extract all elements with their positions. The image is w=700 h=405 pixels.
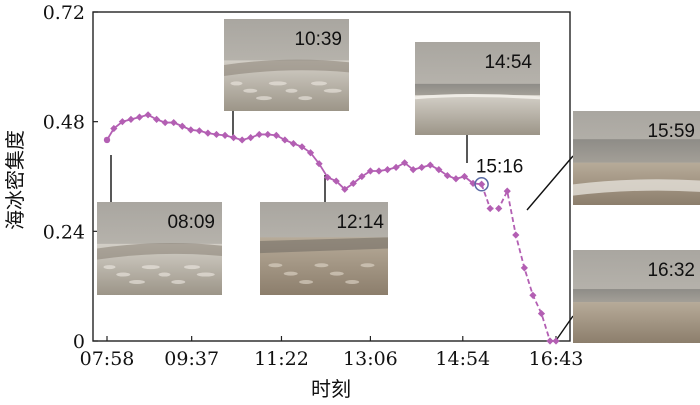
data-point bbox=[495, 204, 503, 213]
data-point bbox=[306, 149, 315, 157]
data-point bbox=[170, 118, 178, 127]
photo-inset: 08:09 bbox=[97, 202, 222, 295]
data-point bbox=[110, 124, 118, 133]
axes bbox=[92, 11, 571, 342]
data-point bbox=[435, 166, 443, 174]
data-point bbox=[341, 185, 349, 193]
data-point bbox=[281, 136, 289, 144]
x-tick-label: 09:37 bbox=[164, 348, 219, 370]
data-point bbox=[315, 160, 323, 168]
annotation-leader-line bbox=[526, 155, 574, 211]
data-point bbox=[552, 337, 560, 345]
data-point bbox=[426, 161, 434, 169]
data-point bbox=[324, 173, 332, 182]
data-point bbox=[469, 179, 477, 187]
data-point bbox=[298, 143, 306, 151]
data-point bbox=[537, 309, 546, 318]
data-point bbox=[144, 111, 152, 119]
data-point bbox=[289, 140, 298, 148]
x-tick-label: 13:06 bbox=[343, 348, 398, 370]
data-point bbox=[383, 166, 392, 174]
data-point bbox=[103, 136, 111, 144]
data-point bbox=[178, 122, 186, 130]
x-tick-label: 14:54 bbox=[435, 348, 490, 370]
data-point bbox=[460, 172, 469, 181]
photo-inset: 14:54 bbox=[414, 42, 541, 135]
data-point bbox=[229, 134, 238, 142]
data-point bbox=[452, 175, 460, 183]
data-point bbox=[118, 118, 126, 126]
data-point bbox=[153, 115, 161, 123]
series-layer bbox=[103, 111, 560, 345]
data-point bbox=[238, 136, 246, 144]
data-point bbox=[546, 337, 554, 345]
y-tick-label: 0.72 bbox=[43, 2, 85, 24]
photo-inset: 10:39 bbox=[224, 19, 349, 111]
plot-frame bbox=[92, 11, 571, 342]
data-point bbox=[409, 166, 417, 174]
data-point bbox=[503, 187, 511, 195]
photo-time-label: 08:09 bbox=[167, 212, 215, 233]
photo-inset: 16:32 bbox=[573, 250, 700, 343]
ticks: 0 0.24 0.48 0.72 07:58 09:37 11:22 13:06 14:54 16… bbox=[43, 2, 584, 370]
data-point bbox=[221, 131, 229, 139]
photo-insets: 08:09 10:39 12:14 14:54 15:16 15:59 16:32 bbox=[97, 19, 700, 343]
data-point bbox=[161, 118, 169, 127]
photo-inset: 15:59 bbox=[573, 111, 700, 205]
data-point bbox=[264, 130, 272, 139]
data-point bbox=[127, 115, 135, 123]
x-tick-label: 11:22 bbox=[254, 348, 309, 370]
data-point bbox=[520, 264, 528, 272]
x-tick-label: 07:58 bbox=[80, 348, 135, 370]
highlight-marker bbox=[474, 177, 489, 192]
data-point bbox=[195, 127, 203, 135]
y-axis-label: 海冰密集度 bbox=[3, 130, 27, 230]
data-point bbox=[247, 134, 255, 142]
x-axis-label: 时刻 bbox=[311, 377, 351, 401]
data-point bbox=[255, 130, 263, 139]
photo-time-label: 15:59 bbox=[647, 121, 695, 142]
photo-time-label: 14:54 bbox=[484, 52, 532, 73]
y-tick-label: 0.24 bbox=[43, 221, 85, 243]
data-point bbox=[401, 159, 409, 167]
data-point bbox=[375, 167, 383, 175]
data-point bbox=[332, 177, 340, 185]
data-point bbox=[204, 129, 212, 137]
data-point bbox=[486, 204, 494, 213]
data-point bbox=[477, 180, 486, 188]
annotation-leaders bbox=[110, 101, 574, 340]
photo-time-label: 16:32 bbox=[647, 260, 695, 281]
data-point bbox=[349, 179, 357, 187]
data-point bbox=[512, 231, 520, 239]
data-point bbox=[392, 163, 400, 171]
y-tick-label: 0.48 bbox=[43, 112, 85, 134]
photo-time-label: 10:39 bbox=[294, 29, 342, 50]
data-point bbox=[272, 131, 280, 139]
x-tick-label: 16:43 bbox=[529, 348, 584, 370]
data-point bbox=[212, 130, 221, 139]
data-point bbox=[187, 126, 195, 134]
series-line-dashed bbox=[480, 183, 556, 342]
data-point bbox=[529, 291, 537, 299]
annotation-leader-line bbox=[556, 315, 574, 340]
data-point bbox=[443, 171, 451, 180]
photo-time-label: 12:14 bbox=[336, 212, 384, 233]
data-point bbox=[358, 172, 366, 181]
y-tick-label: 0 bbox=[73, 331, 85, 353]
data-point bbox=[418, 163, 426, 171]
photo-inset: 12:14 bbox=[260, 202, 388, 295]
data-point bbox=[366, 167, 375, 175]
highlight-time-label: 15:16 bbox=[476, 156, 524, 177]
data-point bbox=[135, 113, 144, 121]
